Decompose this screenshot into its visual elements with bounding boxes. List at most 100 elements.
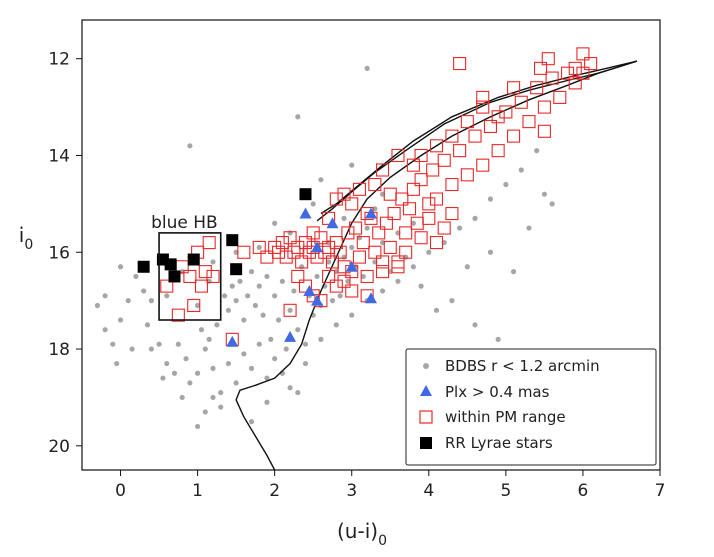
pm-point xyxy=(391,255,405,269)
bdbs-point xyxy=(364,225,370,231)
legend-label-pm: within PM range xyxy=(445,408,566,426)
bdbs-point xyxy=(125,298,131,304)
pm-point xyxy=(445,129,459,143)
plx-point xyxy=(284,330,297,342)
pm-point xyxy=(445,206,459,221)
pm-point xyxy=(329,192,343,206)
bdbs-point xyxy=(225,307,232,313)
pm-point xyxy=(560,66,575,80)
bdbs-point xyxy=(183,356,189,362)
bdbs-point xyxy=(295,389,301,396)
x-axis-label-sub: 0 xyxy=(378,533,387,549)
pm-point xyxy=(426,163,440,177)
pm-point xyxy=(275,236,289,250)
pm-point xyxy=(383,240,397,254)
y-tick-label: 16 xyxy=(48,243,70,263)
pm-point xyxy=(499,105,513,119)
bdbs-point xyxy=(195,423,201,430)
bdbs-point xyxy=(318,177,324,183)
bdbs-point xyxy=(195,370,201,376)
bdbs-point xyxy=(187,143,193,149)
bdbs-point xyxy=(225,360,232,367)
x-tick-label: 6 xyxy=(578,481,589,501)
pm-point xyxy=(507,129,521,143)
y-tick-label: 12 xyxy=(48,50,70,70)
bdbs-point xyxy=(345,278,351,284)
bdbs-point xyxy=(256,283,262,289)
bdbs-point xyxy=(364,65,370,71)
pm-point xyxy=(414,173,428,187)
bdbs-point xyxy=(295,114,301,120)
bdbs-point xyxy=(534,148,540,154)
bdbs-point xyxy=(206,336,212,342)
pm-point xyxy=(329,279,343,293)
legend-marker-black-square xyxy=(420,437,432,449)
bdbs-point xyxy=(287,385,293,391)
bdbs-point xyxy=(237,278,243,284)
bdbs-point xyxy=(360,273,366,280)
bdbs-point xyxy=(310,201,316,207)
rrlyrae-point xyxy=(299,188,312,201)
pm-point xyxy=(337,187,351,201)
bdbs-point xyxy=(333,322,339,328)
bdbs-point xyxy=(202,346,208,352)
pm-point xyxy=(522,115,536,129)
rrlyrae-point xyxy=(226,234,239,247)
bdbs-point xyxy=(195,302,201,309)
bdbs-point xyxy=(218,404,224,410)
bdbs-point xyxy=(214,322,220,328)
pm-point xyxy=(576,47,590,61)
bdbs-point xyxy=(229,283,235,289)
bdbs-point xyxy=(256,244,262,251)
x-tick-label: 4 xyxy=(423,481,434,501)
rrlyrae-point xyxy=(137,260,150,273)
pm-point xyxy=(187,298,201,313)
x-tick-label: 0 xyxy=(115,481,126,501)
blue-hb-box xyxy=(158,232,222,321)
pm-point xyxy=(183,269,197,284)
legend-label-plx: Plx > 0.4 mas xyxy=(445,383,550,401)
pm-point xyxy=(476,90,490,104)
bdbs-point xyxy=(256,341,262,347)
pm-point xyxy=(514,95,528,109)
x-tick-label: 7 xyxy=(655,481,666,501)
x-axis-label-main: (u-i) xyxy=(337,519,378,543)
bdbs-point xyxy=(487,249,494,255)
bdbs-point xyxy=(102,293,108,299)
pm-point xyxy=(399,226,413,240)
pm-point xyxy=(437,221,451,235)
rrlyrae-point xyxy=(230,263,243,276)
bdbs-point xyxy=(410,220,416,226)
pm-point xyxy=(352,182,366,196)
bdbs-point xyxy=(302,341,309,347)
bdbs-point xyxy=(210,394,216,401)
pm-point xyxy=(406,182,420,196)
pm-point xyxy=(252,240,266,254)
y-tick-label: 20 xyxy=(48,437,70,457)
pm-point xyxy=(237,245,251,259)
bdbs-point xyxy=(110,341,116,347)
bdbs-point xyxy=(503,181,509,188)
pm-point xyxy=(387,206,401,221)
bdbs-point xyxy=(287,230,293,236)
pm-point xyxy=(198,265,212,279)
bdbs-point xyxy=(275,317,282,323)
bdbs-point xyxy=(318,336,324,342)
isochrone-line xyxy=(235,60,638,471)
pm-point xyxy=(568,76,582,90)
bdbs-point xyxy=(337,293,343,299)
pm-point xyxy=(160,279,174,293)
bdbs-point xyxy=(541,191,548,197)
bdbs-point xyxy=(252,302,258,309)
y-axis-label-sub: 0 xyxy=(24,237,33,253)
bdbs-point xyxy=(210,259,216,265)
bdbs-point xyxy=(495,336,501,342)
pm-point xyxy=(445,177,459,192)
bdbs-point xyxy=(283,346,289,352)
bdbs-point xyxy=(114,360,120,367)
bdbs-point xyxy=(245,293,251,299)
rrlyrae-point xyxy=(156,253,169,266)
pm-point xyxy=(476,100,490,114)
bdbs-point xyxy=(379,288,386,294)
bdbs-point xyxy=(526,225,532,231)
